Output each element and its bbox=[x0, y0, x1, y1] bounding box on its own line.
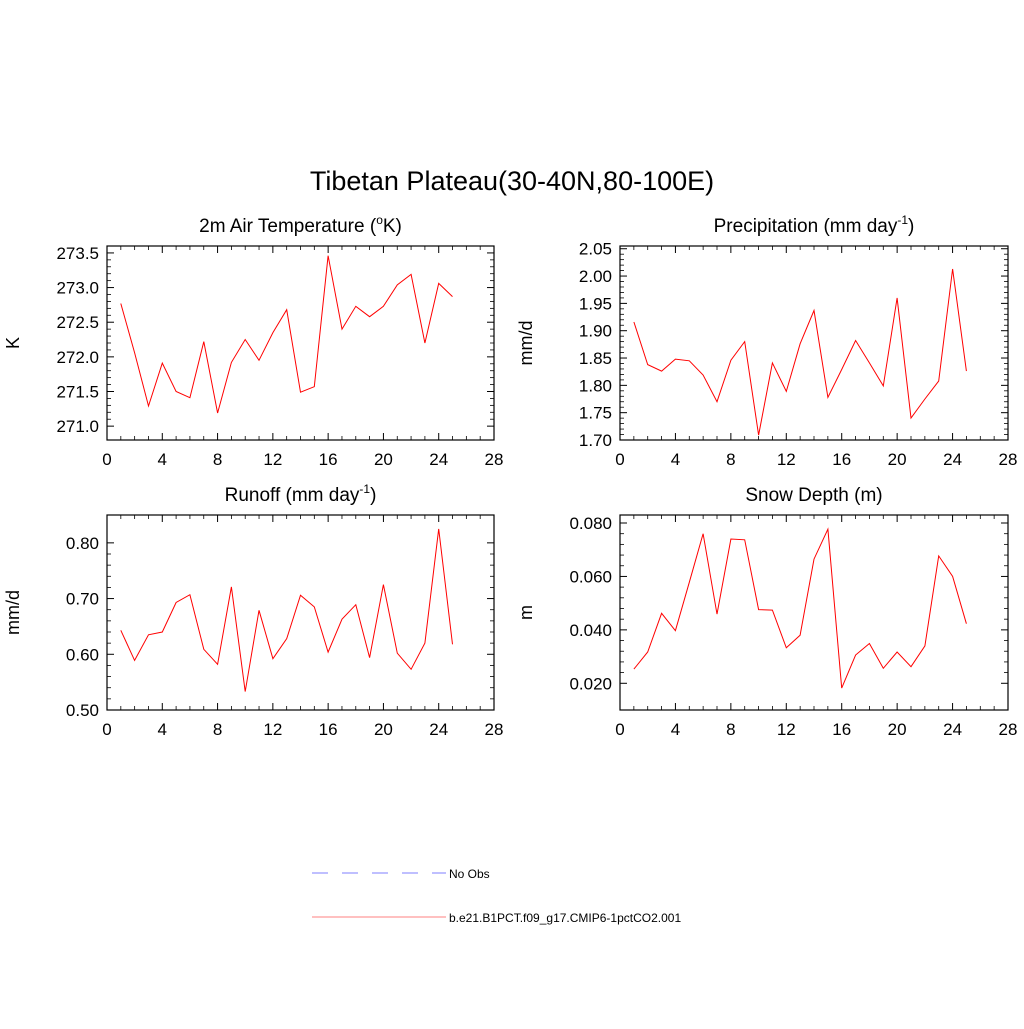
panel-1: 0 4 8 12 16 20 24 28 271.0 271.5 272.0 272.5 273.0 27… bbox=[3, 213, 503, 469]
x-tick-label: 16 bbox=[832, 720, 851, 739]
y-tick-label: 272.0 bbox=[56, 348, 99, 367]
plot-frame bbox=[619, 245, 1009, 441]
y-tick-label: 1.70 bbox=[579, 431, 612, 450]
panel-title: Snow Depth (m) bbox=[745, 485, 882, 506]
panel-title: Runoff (mm day-1) bbox=[225, 482, 377, 506]
legend-label-obs: No Obs bbox=[449, 867, 490, 881]
series-line-model bbox=[120, 255, 453, 414]
x-tick-label: 8 bbox=[213, 720, 222, 739]
y-tick-label: 0.080 bbox=[569, 514, 612, 533]
y-tick-label: 1.95 bbox=[579, 294, 612, 313]
legend-label-model: b.e21.B1PCT.f09_g17.CMIP6-1pctCO2.001 bbox=[449, 911, 681, 925]
x-tick-label: 8 bbox=[726, 720, 735, 739]
x-tick-label: 0 bbox=[615, 720, 624, 739]
y-tick-label: 271.5 bbox=[56, 383, 99, 402]
x-tick-label: 16 bbox=[319, 720, 338, 739]
x-tick-label: 28 bbox=[999, 720, 1018, 739]
y-tick-label: 1.90 bbox=[579, 322, 612, 341]
y-tick-label: 2.05 bbox=[579, 240, 612, 259]
y-tick-label: 0.060 bbox=[569, 567, 612, 586]
x-tick-label: 20 bbox=[374, 450, 393, 469]
y-axis-label: mm/d bbox=[516, 321, 536, 366]
x-tick-label: 12 bbox=[777, 720, 796, 739]
figure-title: Tibetan Plateau(30-40N,80-100E) bbox=[310, 166, 714, 196]
x-tick-label: 8 bbox=[213, 450, 222, 469]
y-tick-label: 0.020 bbox=[569, 674, 612, 693]
x-tick-label: 16 bbox=[319, 450, 338, 469]
x-tick-label: 24 bbox=[943, 720, 962, 739]
x-tick-label: 4 bbox=[158, 720, 167, 739]
x-tick-label: 24 bbox=[429, 450, 448, 469]
y-axis-label: mm/d bbox=[3, 590, 23, 635]
panel-title: 2m Air Temperature (oK) bbox=[199, 213, 402, 237]
x-tick-label: 20 bbox=[374, 720, 393, 739]
x-tick-label: 8 bbox=[726, 450, 735, 469]
x-tick-label: 20 bbox=[888, 450, 907, 469]
series-line-model bbox=[633, 527, 967, 689]
y-tick-label: 0.040 bbox=[569, 621, 612, 640]
y-tick-label: 272.5 bbox=[56, 313, 99, 332]
x-tick-label: 0 bbox=[102, 720, 111, 739]
y-tick-label: 1.80 bbox=[579, 376, 612, 395]
panel-title: Precipitation (mm day-1) bbox=[714, 213, 915, 237]
y-tick-label: 0.60 bbox=[66, 645, 99, 664]
x-tick-label: 12 bbox=[263, 450, 282, 469]
x-tick-label: 28 bbox=[999, 450, 1018, 469]
panel-4: 0 4 8 12 16 20 24 28 0.020 0.040 0.060 0.080 Snow De… bbox=[516, 485, 1017, 739]
y-tick-label: 273.0 bbox=[56, 279, 99, 298]
y-axis-label: m bbox=[516, 605, 536, 620]
y-tick-label: 0.70 bbox=[66, 590, 99, 609]
series-line-model bbox=[633, 268, 967, 436]
x-tick-label: 20 bbox=[888, 720, 907, 739]
y-tick-label: 273.5 bbox=[56, 244, 99, 263]
x-tick-label: 28 bbox=[485, 450, 504, 469]
x-tick-label: 0 bbox=[102, 450, 111, 469]
legend: No Obs b.e21.B1PCT.f09_g17.CMIP6-1pctCO2… bbox=[312, 867, 681, 925]
y-tick-label: 1.85 bbox=[579, 349, 612, 368]
plot-frame bbox=[106, 245, 495, 441]
y-tick-label: 1.75 bbox=[579, 404, 612, 423]
y-tick-label: 271.0 bbox=[56, 417, 99, 436]
series-line-model bbox=[120, 528, 453, 692]
x-tick-label: 0 bbox=[615, 450, 624, 469]
x-tick-label: 24 bbox=[943, 450, 962, 469]
panel-3: 0 4 8 12 16 20 24 28 0.50 0.60 0.70 0.80 Runoff (mm … bbox=[3, 482, 503, 739]
y-tick-label: 0.50 bbox=[66, 701, 99, 720]
x-tick-label: 4 bbox=[671, 450, 680, 469]
panel-2: 0 4 8 12 16 20 24 28 1.70 1.75 1.80 1.85 1.90 1.95 2.0… bbox=[516, 213, 1017, 469]
x-tick-label: 4 bbox=[158, 450, 167, 469]
plot-frame bbox=[619, 514, 1009, 711]
x-tick-label: 16 bbox=[832, 450, 851, 469]
x-tick-label: 24 bbox=[429, 720, 448, 739]
y-tick-label: 0.80 bbox=[66, 534, 99, 553]
x-tick-label: 28 bbox=[485, 720, 504, 739]
x-tick-label: 12 bbox=[263, 720, 282, 739]
y-axis-label: K bbox=[3, 337, 23, 349]
x-tick-label: 12 bbox=[777, 450, 796, 469]
x-tick-label: 4 bbox=[671, 720, 680, 739]
y-tick-label: 2.00 bbox=[579, 267, 612, 286]
plot-frame bbox=[106, 514, 495, 711]
